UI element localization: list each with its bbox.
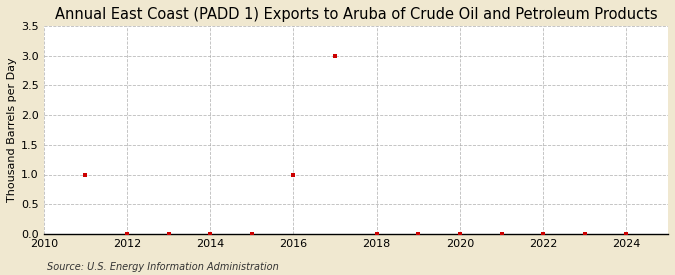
Point — [538, 232, 549, 236]
Point — [621, 232, 632, 236]
Point — [329, 53, 340, 58]
Y-axis label: Thousand Barrels per Day: Thousand Barrels per Day — [7, 57, 17, 202]
Point — [371, 232, 382, 236]
Point — [496, 232, 507, 236]
Title: Annual East Coast (PADD 1) Exports to Aruba of Crude Oil and Petroleum Products: Annual East Coast (PADD 1) Exports to Ar… — [55, 7, 657, 22]
Point — [80, 172, 90, 177]
Point — [163, 232, 174, 236]
Point — [413, 232, 424, 236]
Point — [454, 232, 465, 236]
Point — [246, 232, 257, 236]
Point — [288, 172, 299, 177]
Point — [579, 232, 590, 236]
Point — [205, 232, 215, 236]
Point — [122, 232, 132, 236]
Text: Source: U.S. Energy Information Administration: Source: U.S. Energy Information Administ… — [47, 262, 279, 272]
